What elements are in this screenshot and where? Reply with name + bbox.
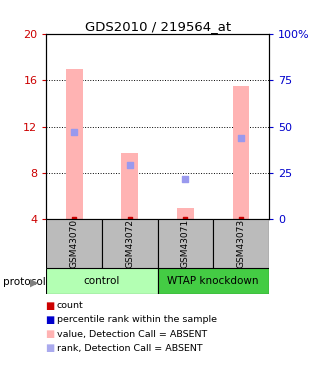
- Point: [72, 216, 77, 222]
- Point: [183, 176, 188, 182]
- Point: [127, 216, 132, 222]
- Bar: [158, 219, 213, 268]
- Point: [72, 129, 77, 135]
- Text: protocol: protocol: [3, 278, 46, 287]
- Bar: [233, 86, 249, 219]
- Text: ▶: ▶: [30, 278, 39, 287]
- Text: count: count: [57, 301, 84, 310]
- Text: ■: ■: [45, 315, 54, 325]
- Text: ■: ■: [45, 344, 54, 353]
- Bar: [102, 219, 157, 268]
- Point: [127, 162, 132, 168]
- Point: [183, 216, 188, 222]
- Text: ■: ■: [45, 329, 54, 339]
- Bar: [122, 153, 138, 219]
- Title: GDS2010 / 219564_at: GDS2010 / 219564_at: [84, 20, 231, 33]
- Bar: [46, 268, 158, 294]
- Text: control: control: [84, 276, 120, 286]
- Text: rank, Detection Call = ABSENT: rank, Detection Call = ABSENT: [57, 344, 203, 353]
- Text: GSM43073: GSM43073: [236, 219, 245, 268]
- Bar: [46, 219, 102, 268]
- Text: GSM43071: GSM43071: [181, 219, 190, 268]
- Text: WTAP knockdown: WTAP knockdown: [167, 276, 259, 286]
- Bar: [213, 219, 269, 268]
- Point: [238, 135, 244, 141]
- Text: GSM43070: GSM43070: [70, 219, 79, 268]
- Point: [238, 216, 244, 222]
- Text: percentile rank within the sample: percentile rank within the sample: [57, 315, 217, 324]
- Bar: [177, 208, 194, 219]
- Bar: [158, 268, 269, 294]
- Bar: [66, 69, 83, 219]
- Text: GSM43072: GSM43072: [125, 219, 134, 268]
- Text: value, Detection Call = ABSENT: value, Detection Call = ABSENT: [57, 330, 207, 339]
- Text: ■: ■: [45, 301, 54, 310]
